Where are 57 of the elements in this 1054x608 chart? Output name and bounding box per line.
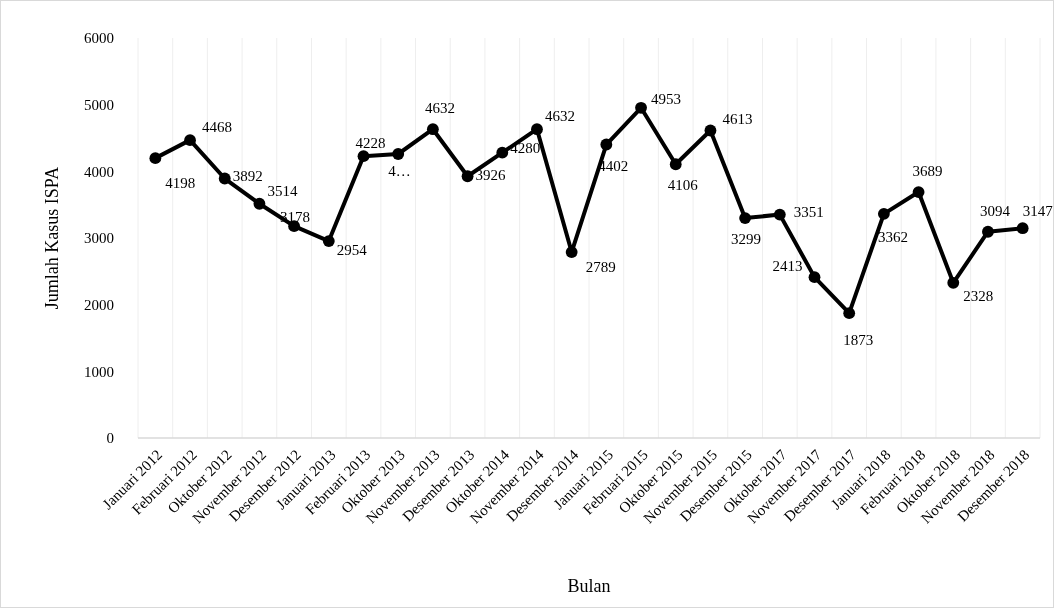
data-label: 3351 xyxy=(793,203,824,220)
data-label: 3926 xyxy=(475,167,507,184)
data-label: 4… xyxy=(388,163,411,179)
y-tick-label: 4000 xyxy=(84,163,114,180)
data-label: 3514 xyxy=(267,182,298,199)
data-label: 4953 xyxy=(651,90,682,107)
y-tick-label: 1000 xyxy=(84,363,114,380)
point xyxy=(843,307,856,320)
data-label: 3094 xyxy=(979,202,1011,219)
point xyxy=(600,138,613,151)
point xyxy=(912,186,925,198)
point xyxy=(496,146,509,159)
data-label: 4228 xyxy=(355,135,386,152)
point xyxy=(704,124,717,137)
point xyxy=(565,246,578,258)
point xyxy=(392,148,405,160)
data-label: 3362 xyxy=(877,228,908,245)
point xyxy=(531,123,543,136)
y-tick-label: 6000 xyxy=(84,30,114,47)
x-axis-title: Bulan xyxy=(567,576,611,596)
point xyxy=(184,134,196,147)
data-label: 4198 xyxy=(165,175,196,192)
point xyxy=(218,172,231,185)
data-label: 4613 xyxy=(722,111,753,128)
point xyxy=(877,207,890,220)
point xyxy=(669,158,682,171)
point xyxy=(947,276,960,289)
point xyxy=(322,235,335,247)
data-label: 3689 xyxy=(912,163,943,180)
point xyxy=(149,152,162,165)
data-label: 1873 xyxy=(843,332,874,349)
data-label: 2954 xyxy=(336,242,368,259)
y-axis-title: Jumlah Kasus ISPA xyxy=(42,166,62,310)
data-label: 3147 xyxy=(1022,203,1054,220)
point xyxy=(635,101,647,114)
data-label: 4632 xyxy=(424,100,455,117)
point xyxy=(982,225,994,238)
data-label: 3892 xyxy=(232,167,263,184)
point xyxy=(739,212,752,224)
y-tick-label: 2000 xyxy=(84,296,114,313)
point xyxy=(1016,222,1029,235)
data-label: 4106 xyxy=(667,177,699,194)
point xyxy=(808,271,821,284)
y-tick-label: 5000 xyxy=(84,96,114,113)
data-label: 3299 xyxy=(731,231,762,248)
point xyxy=(461,170,474,183)
y-tick-label: 0 xyxy=(106,430,114,447)
point xyxy=(426,123,439,136)
y-tick-label: 3000 xyxy=(84,230,114,247)
point xyxy=(773,208,786,221)
data-label: 4468 xyxy=(202,119,233,136)
point xyxy=(357,150,370,163)
data-label: 2789 xyxy=(585,259,616,276)
data-label: 2328 xyxy=(963,287,994,304)
point xyxy=(253,197,266,210)
data-label: 2413 xyxy=(772,258,803,275)
data-label: 4632 xyxy=(544,108,575,125)
